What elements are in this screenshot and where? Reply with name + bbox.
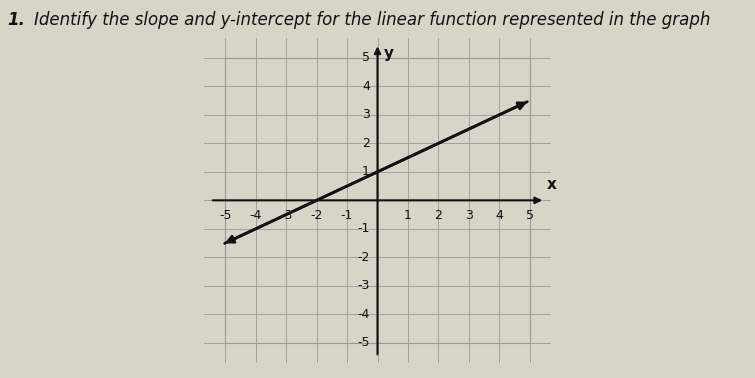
Text: y: y [384,46,393,61]
Text: -5: -5 [357,336,370,349]
Text: -2: -2 [310,209,322,222]
Text: 5: 5 [362,51,370,64]
Text: 1.: 1. [8,11,26,29]
Text: x: x [547,177,556,192]
Text: -1: -1 [358,222,370,235]
Text: -1: -1 [341,209,353,222]
Text: 2: 2 [434,209,442,222]
Text: -5: -5 [219,209,232,222]
Text: -2: -2 [358,251,370,264]
Text: 1: 1 [404,209,412,222]
Text: 1: 1 [362,165,370,178]
Text: Identify the slope and y-intercept for the linear function represented in the gr: Identify the slope and y-intercept for t… [34,11,710,29]
Text: 2: 2 [362,137,370,150]
Text: -3: -3 [358,279,370,293]
Text: -3: -3 [280,209,292,222]
Text: -4: -4 [358,308,370,321]
Text: 3: 3 [362,108,370,121]
Text: 5: 5 [525,209,534,222]
Text: 3: 3 [465,209,473,222]
Text: 4: 4 [362,80,370,93]
Text: -4: -4 [249,209,262,222]
Text: 4: 4 [495,209,504,222]
